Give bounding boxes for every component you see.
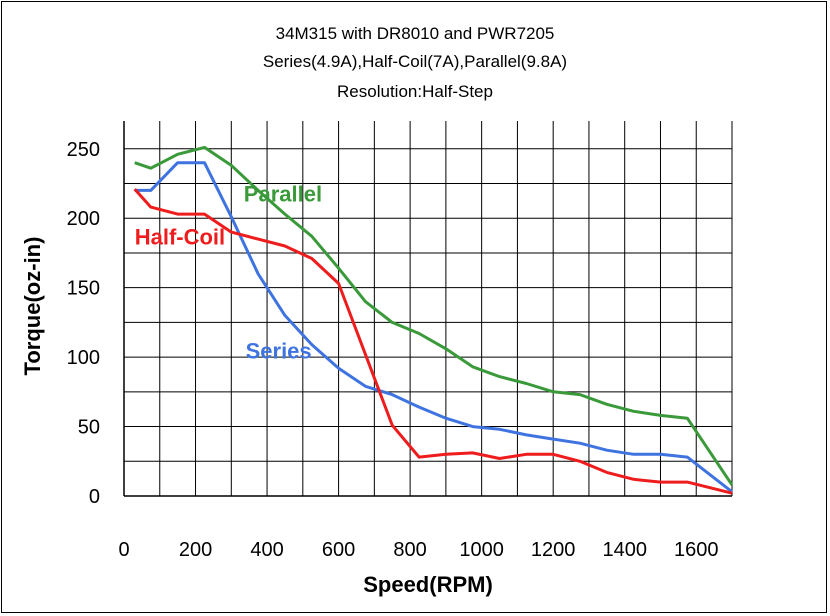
series-line-half-coil xyxy=(133,188,733,495)
series-label-parallel: Parallel xyxy=(244,182,322,207)
y-tick-label: 100 xyxy=(67,347,100,369)
grid xyxy=(124,121,733,496)
x-tick-label: 1200 xyxy=(531,539,576,561)
chart-title-line-2: Series(4.9A),Half-Coil(7A),Parallel(9.8A… xyxy=(262,52,568,71)
axes: 0 200 400 600 800 1000 1200 1400 1600 0 50 100 150 20… xyxy=(67,121,732,561)
x-axis-label: Speed(RPM) xyxy=(363,572,493,597)
series-label-series: Series xyxy=(246,339,312,364)
x-tick-label: 0 xyxy=(118,539,129,561)
y-tick-label: 150 xyxy=(67,278,100,300)
x-tick-label: 400 xyxy=(250,539,283,561)
x-tick-label: 1000 xyxy=(459,539,504,561)
y-axis-label: Torque(oz-in) xyxy=(20,237,45,376)
x-tick-label: 1400 xyxy=(602,539,647,561)
chart-title-line-1: 34M315 with DR8010 and PWR7205 xyxy=(275,24,555,43)
series-label-half-coil: Half-Coil xyxy=(135,225,225,250)
x-tick-label: 200 xyxy=(179,539,212,561)
y-tick-label: 50 xyxy=(78,417,100,439)
y-tick-label: 200 xyxy=(67,208,100,230)
series-labels: Parallel Half-Coil Series xyxy=(135,182,322,364)
x-tick-label: 600 xyxy=(322,539,355,561)
series-line-series xyxy=(134,161,733,493)
chart-title-line-3: Resolution:Half-Step xyxy=(337,82,493,101)
y-tick-label: 250 xyxy=(67,139,100,161)
series-line-parallel xyxy=(134,145,734,486)
y-tick-label: 0 xyxy=(89,486,100,508)
x-tick-label: 1600 xyxy=(674,539,719,561)
series-lines xyxy=(133,145,734,495)
x-tick-label: 800 xyxy=(393,539,426,561)
